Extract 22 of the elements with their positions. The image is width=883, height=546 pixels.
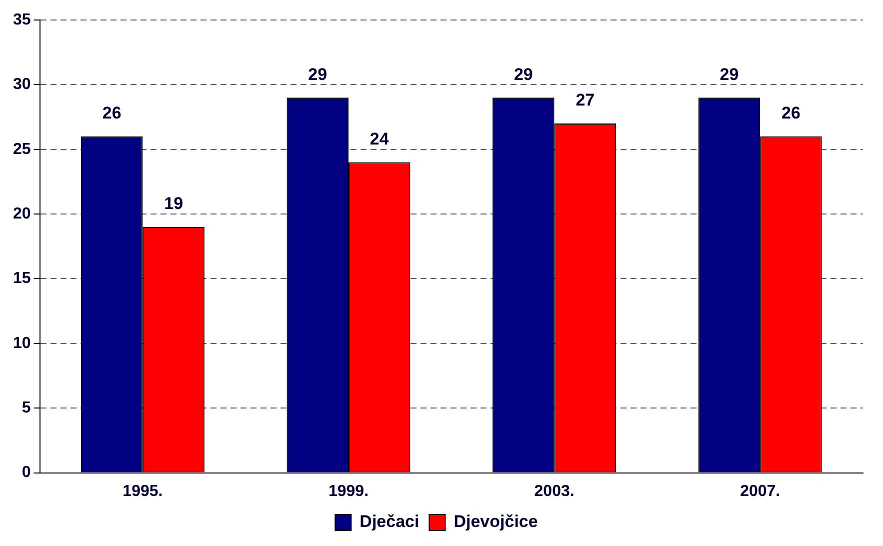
y-tick-label: 30 <box>13 76 31 94</box>
data-label: 29 <box>514 64 533 84</box>
data-label: 26 <box>102 104 122 123</box>
legend-label: Dječaci <box>360 512 420 532</box>
y-tick-label: 15 <box>13 270 31 288</box>
data-label: 27 <box>576 90 595 110</box>
x-tick-label: 2007. <box>740 482 780 500</box>
legend-label: Djevojčice <box>454 512 538 532</box>
y-tick-label: 0 <box>22 464 31 482</box>
data-label: 26 <box>782 104 800 123</box>
y-tick-label: 20 <box>13 205 31 222</box>
data-label: 19 <box>164 194 184 214</box>
y-tick-label: 10 <box>13 334 31 352</box>
y-tick-label: 35 <box>13 11 31 28</box>
data-label: 29 <box>720 64 739 84</box>
data-label: 24 <box>370 129 390 148</box>
y-tick-label: 25 <box>13 140 31 158</box>
data-label: 29 <box>308 64 328 84</box>
x-tick-label: 1995. <box>122 482 163 500</box>
x-tick-label: 1999. <box>328 482 369 500</box>
y-tick-label: 5 <box>22 400 31 417</box>
x-tick-label: 2003. <box>534 482 574 500</box>
